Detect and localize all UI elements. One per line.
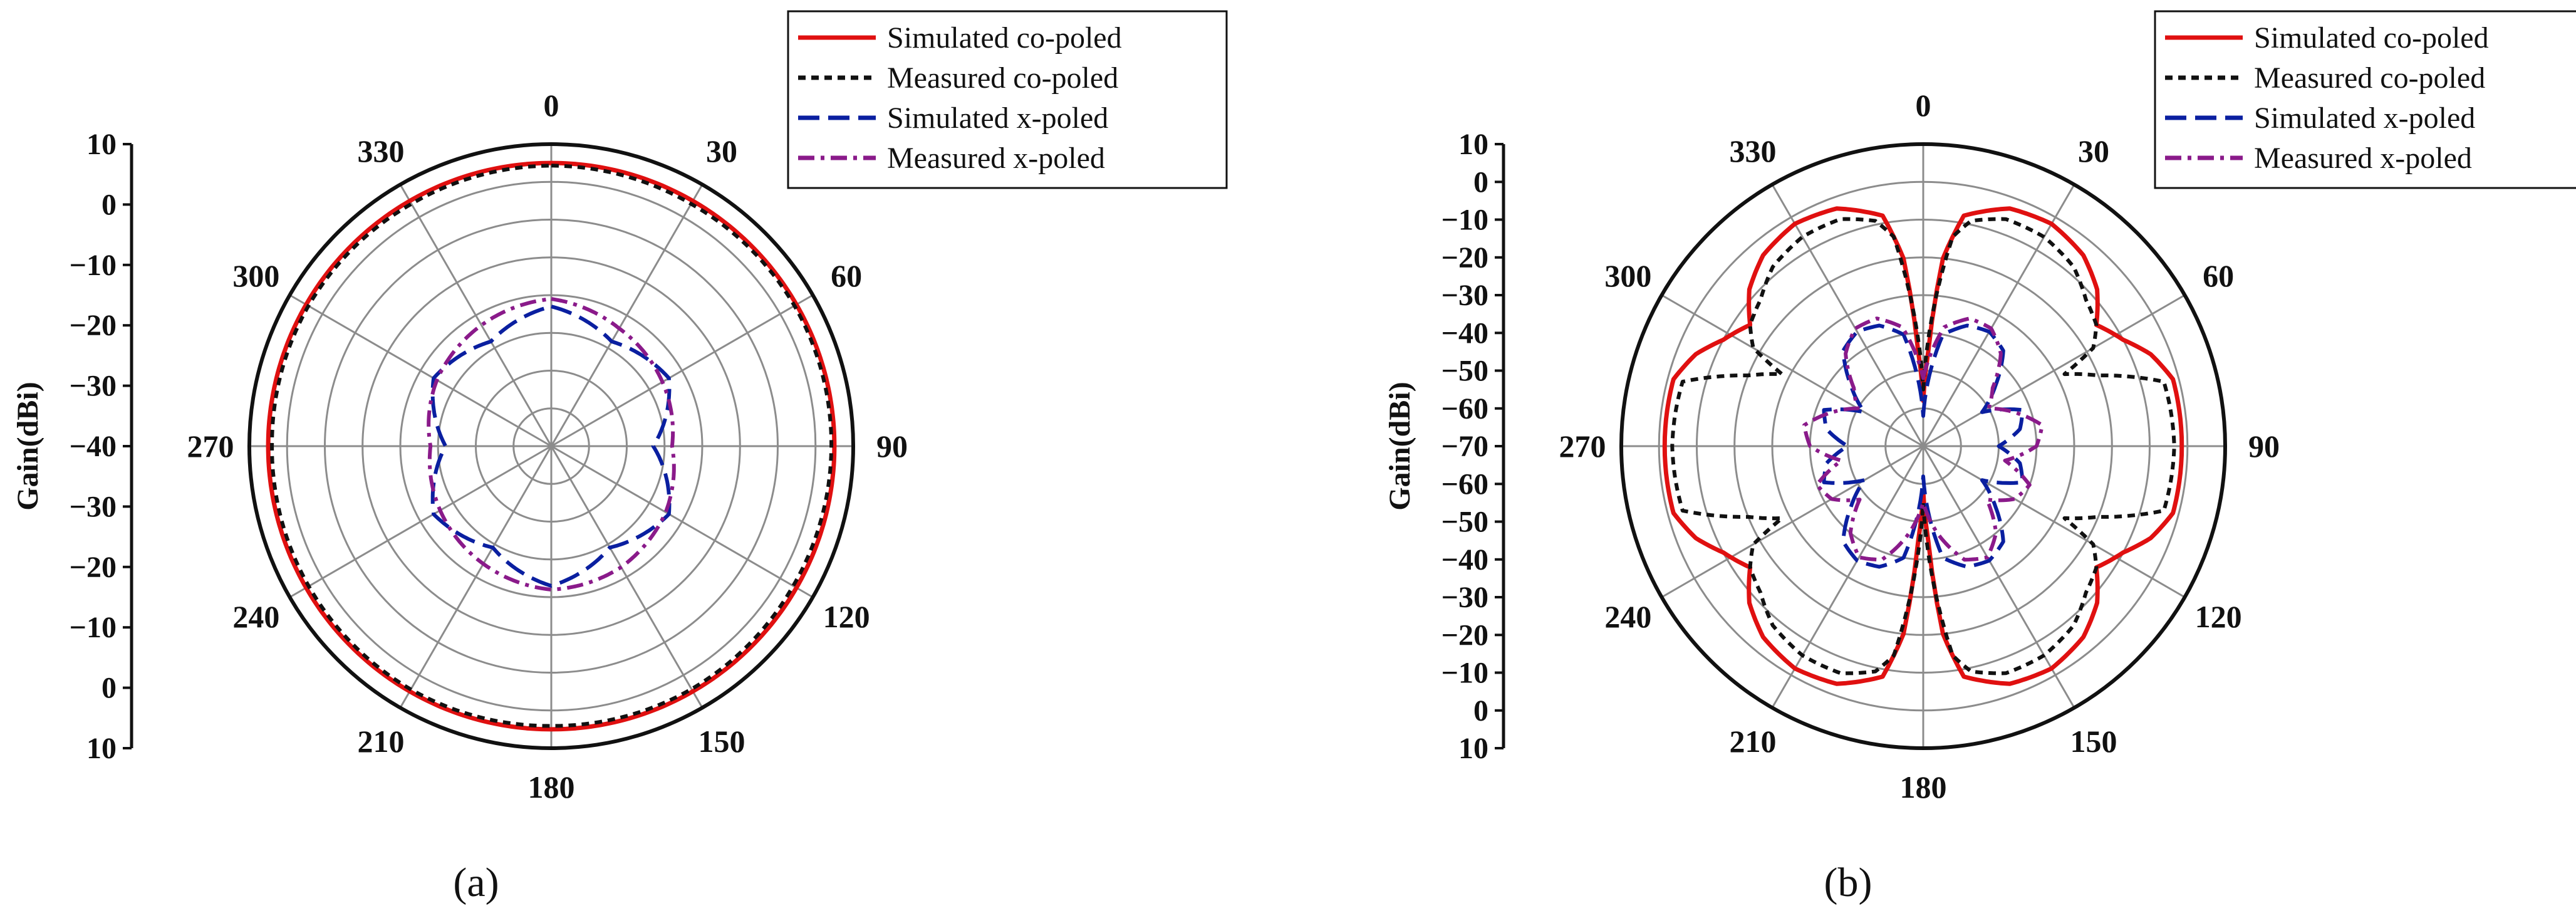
gain-tick-label: −30 — [1441, 279, 1488, 312]
legend-label: Simulated co-poled — [887, 21, 1122, 55]
legend-box — [787, 10, 1228, 189]
gain-tick-label: −30 — [1441, 581, 1488, 614]
grid-spoke — [289, 294, 552, 447]
gain-tick-label: −40 — [70, 430, 117, 463]
legend-label: Simulated x-poled — [887, 102, 1108, 135]
gain-tick-label: −50 — [1441, 506, 1488, 539]
series-line-measured-co-poled — [1670, 217, 2176, 675]
angle-label: 30 — [2078, 133, 2109, 169]
gain-tick-label: −20 — [70, 551, 117, 584]
angle-label: 300 — [232, 258, 279, 293]
angle-label: 330 — [358, 133, 405, 169]
angle-label: 210 — [1730, 724, 1777, 759]
angle-label: 270 — [1559, 429, 1606, 464]
angle-label: 0 — [1916, 88, 1931, 123]
grid-spoke — [1771, 184, 1924, 447]
panel-caption: (b) — [1824, 860, 1872, 905]
angle-label: 60 — [831, 258, 862, 293]
gain-tick-label: −20 — [1441, 618, 1488, 652]
gain-tick-label: −60 — [1441, 392, 1488, 425]
angle-label: 180 — [1900, 769, 1947, 805]
angle-label: 240 — [232, 599, 279, 634]
grid-spoke — [551, 294, 814, 447]
angle-label: 240 — [1604, 599, 1651, 634]
legend: Simulated co-poled Measured co-poled Simul… — [787, 10, 1228, 189]
grid-spoke — [1661, 294, 1924, 447]
gain-tick-label: 10 — [86, 128, 117, 161]
gain-tick-label: −10 — [1441, 204, 1488, 237]
angle-label: 120 — [823, 599, 870, 634]
grid-spoke — [399, 446, 553, 709]
gain-tick-label: −60 — [1441, 467, 1488, 501]
angle-label: 90 — [2248, 429, 2280, 464]
legend-label: Measured co-poled — [2254, 61, 2485, 95]
series-line-simulated-x-poled — [430, 305, 672, 588]
gain-tick-label: 0 — [1473, 694, 1488, 728]
angle-label: 0 — [544, 88, 559, 123]
y-axis-label: Gain(dBi) — [11, 382, 44, 510]
y-axis-label: Gain(dBi) — [1383, 382, 1416, 510]
gain-tick-label: −50 — [1441, 355, 1488, 388]
panel-a-polar-chart: 0 30 60 90 120 150 180 210 240 270 300 330 10 0 −10 −20… — [11, 10, 1228, 905]
gain-tick-label: −30 — [70, 370, 117, 403]
series-line-measured-x-poled — [1802, 316, 2044, 562]
gain-tick-label: −10 — [70, 611, 117, 644]
gain-tick-label: 0 — [101, 672, 117, 705]
gain-tick-label: 0 — [1473, 165, 1488, 199]
grid-spoke — [550, 184, 704, 447]
legend-box — [2154, 10, 2576, 189]
panel-caption: (a) — [453, 860, 499, 905]
angle-label: 180 — [528, 769, 575, 805]
angle-label: 270 — [187, 429, 234, 464]
angle-label: 150 — [699, 724, 745, 759]
angle-label: 150 — [2070, 724, 2117, 759]
angle-label: 60 — [2203, 258, 2234, 293]
legend-label: Measured co-poled — [887, 61, 1118, 95]
legend-label: Simulated co-poled — [2254, 21, 2489, 55]
grid-spoke — [1923, 294, 2186, 447]
gain-tick-label: −20 — [70, 309, 117, 342]
outer-ring — [1619, 142, 2227, 750]
angle-label: 120 — [2195, 599, 2242, 634]
series-line-simulated-co-poled — [266, 160, 837, 732]
gain-tick-label: −40 — [1441, 316, 1488, 350]
gain-tick-label: −10 — [70, 249, 117, 282]
gain-tick-label: 0 — [101, 188, 117, 221]
legend-label: Measured x-poled — [2254, 142, 2472, 175]
grid-spoke — [1923, 445, 2186, 598]
legend-label: Simulated x-poled — [2254, 102, 2475, 135]
angle-label: 300 — [1604, 258, 1651, 293]
grid-spoke — [550, 446, 704, 709]
grid-spoke — [289, 445, 552, 598]
gain-tick-label: −20 — [1441, 241, 1488, 274]
legend-label: Measured x-poled — [887, 142, 1105, 175]
angle-label: 90 — [876, 429, 908, 464]
panel-b-polar-chart: 0 30 60 90 120 150 180 210 240 270 300 330 10 0 −10 −20… — [1383, 10, 2576, 905]
gain-tick-label: 10 — [86, 732, 117, 765]
series-line-measured-x-poled — [427, 297, 676, 592]
series-line-simulated-x-poled — [1822, 323, 2025, 569]
grid-spoke — [399, 184, 553, 447]
grid-spoke — [1771, 446, 1924, 709]
legend: Simulated co-poled Measured co-poled Simul… — [2154, 10, 2576, 189]
grid-spoke — [1922, 184, 2075, 447]
grid-spoke — [1922, 446, 2075, 709]
gain-tick-label: −30 — [70, 490, 117, 523]
grid-spoke — [1661, 445, 1924, 598]
series-line-measured-co-poled — [270, 164, 834, 728]
gain-tick-label: −10 — [1441, 657, 1488, 690]
angle-label: 30 — [706, 133, 737, 169]
gain-tick-label: −70 — [1441, 430, 1488, 463]
angle-label: 330 — [1730, 133, 1777, 169]
outer-ring — [247, 142, 855, 750]
grid-spoke — [551, 445, 814, 598]
gain-tick-label: 10 — [1458, 732, 1488, 765]
angle-label: 210 — [358, 724, 405, 759]
gain-tick-label: −40 — [1441, 543, 1488, 576]
gain-tick-label: 10 — [1458, 128, 1488, 161]
